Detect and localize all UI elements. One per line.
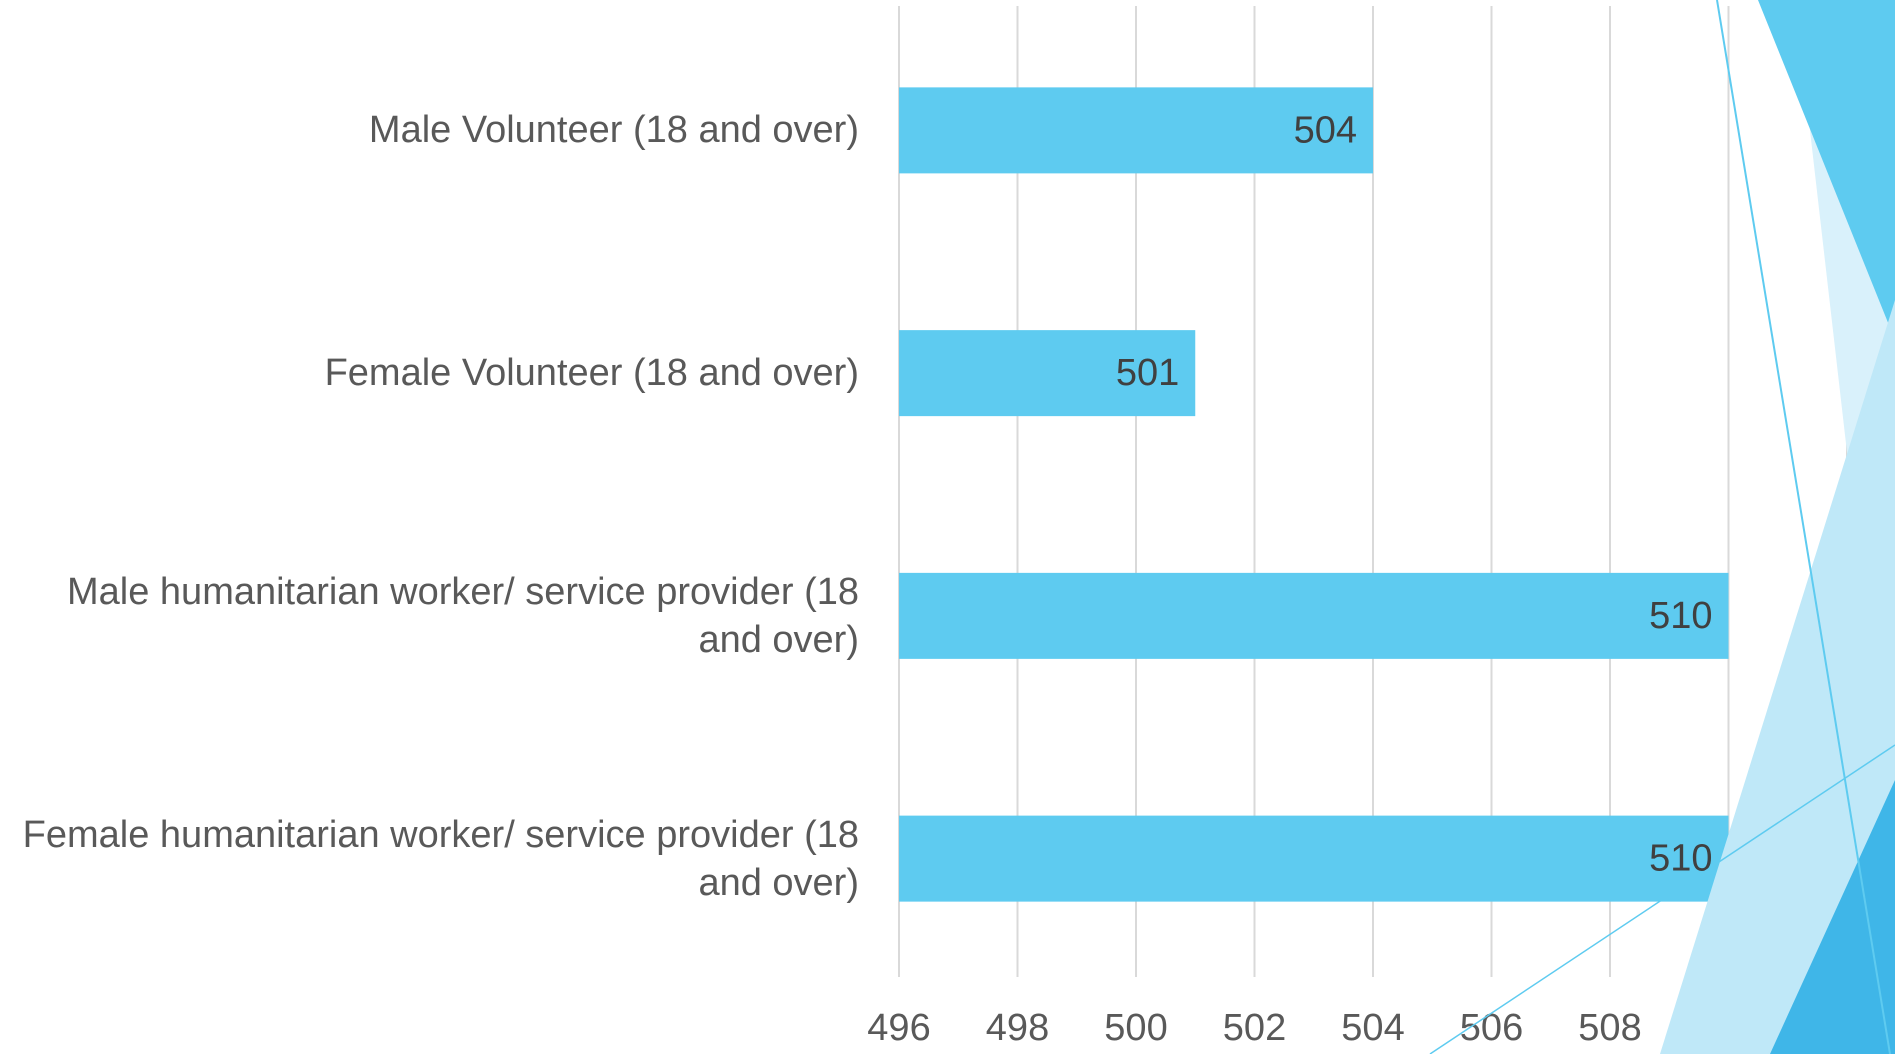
bar — [899, 87, 1373, 174]
x-tick-label: 498 — [986, 1007, 1049, 1049]
x-tick-label: 500 — [1104, 1007, 1167, 1049]
x-tick-label: 504 — [1341, 1007, 1404, 1049]
data-label: 501 — [1116, 352, 1179, 394]
data-label: 510 — [1649, 595, 1712, 637]
x-tick-label: 508 — [1578, 1007, 1641, 1049]
category-label: Female humanitarian worker/ service prov… — [22, 813, 859, 904]
data-label: 504 — [1294, 109, 1357, 151]
bar — [899, 330, 1196, 417]
category-label: Male humanitarian worker/ service provid… — [67, 570, 859, 661]
x-tick-label: 502 — [1223, 1007, 1286, 1049]
x-tick-label: 496 — [867, 1007, 930, 1049]
bar — [899, 572, 1729, 659]
category-label: Male Volunteer (18 and over) — [368, 109, 859, 152]
category-label: Female Volunteer (18 and over) — [324, 352, 859, 395]
bar — [899, 815, 1729, 902]
decoration — [1429, 0, 1895, 1054]
